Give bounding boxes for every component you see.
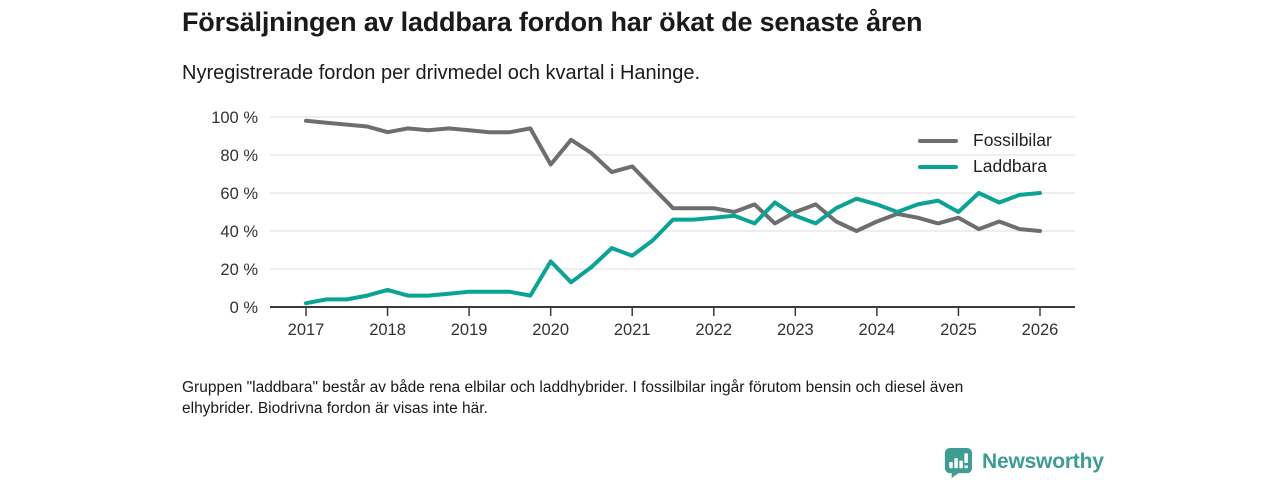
footnote-line: Gruppen "laddbara" består av både rena e… <box>182 379 964 396</box>
legend-item-fossilbilar: Fossilbilar <box>918 129 1052 152</box>
legend-label: Fossilbilar <box>973 130 1052 150</box>
x-tick-label: 2023 <box>777 321 814 339</box>
x-tick-label: 2020 <box>532 321 569 339</box>
y-tick-label: 60 % <box>220 185 258 203</box>
x-tick-label: 2022 <box>695 321 732 339</box>
legend-label: Laddbara <box>973 156 1047 176</box>
y-tick-label: 20 % <box>220 261 258 279</box>
y-tick-label: 0 % <box>230 299 259 317</box>
legend-line-swatch <box>918 138 958 143</box>
x-tick-label: 2024 <box>859 321 896 339</box>
y-tick-label: 40 % <box>220 223 258 241</box>
chart-footnote: Gruppen "laddbara" består av både rena e… <box>182 377 1102 419</box>
chart-subtitle: Nyregistrerade fordon per drivmedel och … <box>182 62 701 84</box>
x-tick-label: 2019 <box>451 321 488 339</box>
line-chart-canvas: 100 % 80 % 60 % 40 % 20 % 0 % 2017 2018 2019 2020… <box>211 109 1075 339</box>
series-line-fossilbilar <box>304 118 1042 233</box>
legend-item-laddbara: Laddbara <box>918 155 1052 178</box>
x-tick-label: 2021 <box>614 321 651 339</box>
chart-legend: Fossilbilar Laddbara <box>918 129 1052 178</box>
series-line-laddbara <box>304 191 1042 306</box>
page-title: Försäljningen av laddbara fordon har öka… <box>182 7 923 37</box>
bar-chart-pin-icon <box>942 446 973 478</box>
footnote-line: elhybrider. Biodrivna fordon är visas in… <box>182 400 488 417</box>
line-chart: 100 % 80 % 60 % 40 % 20 % 0 % 2017 2018 2019 2020… <box>0 105 1280 350</box>
legend-line-swatch <box>918 164 958 169</box>
x-tick-label: 2026 <box>1022 321 1059 339</box>
y-tick-label: 100 % <box>211 109 258 127</box>
x-tick-label: 2017 <box>288 321 325 339</box>
y-tick-label: 80 % <box>220 147 258 165</box>
newsworthy-logo[interactable]: Newsworthy <box>942 446 1104 478</box>
x-tick-label: 2018 <box>369 321 406 339</box>
newsworthy-wordmark: Newsworthy <box>982 450 1104 473</box>
x-tick-label: 2025 <box>940 321 977 339</box>
